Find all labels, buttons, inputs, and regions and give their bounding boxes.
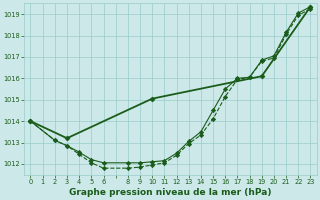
X-axis label: Graphe pression niveau de la mer (hPa): Graphe pression niveau de la mer (hPa) bbox=[69, 188, 272, 197]
